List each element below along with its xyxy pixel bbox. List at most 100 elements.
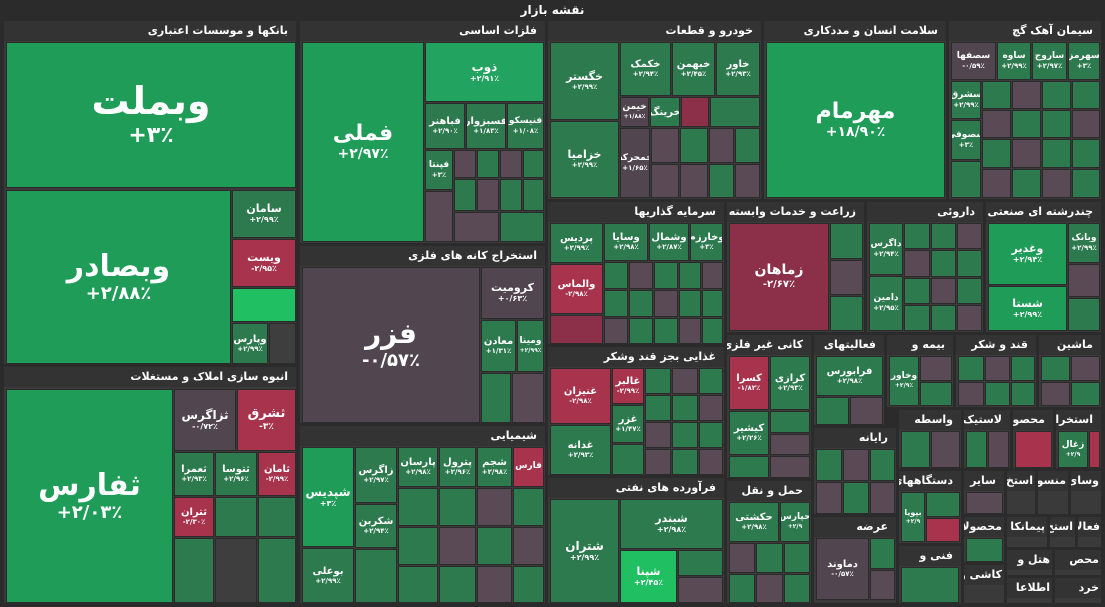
tile-filler[interactable] xyxy=(679,290,701,317)
tile-kishir[interactable]: کیشیر +۲/۲۶٪ xyxy=(729,411,769,455)
tile-filler[interactable] xyxy=(699,422,723,448)
tile-filler[interactable] xyxy=(481,373,511,423)
tile-filler[interactable] xyxy=(645,395,671,421)
tile-ssafha[interactable]: سصفها -۰/۵۹٪ xyxy=(951,42,996,80)
tile-filler[interactable] xyxy=(1015,431,1052,468)
tile-filler[interactable] xyxy=(680,128,708,163)
tile-buali[interactable]: بوعلی +۲/۹۹٪ xyxy=(302,548,354,603)
tile-filler[interactable] xyxy=(816,449,842,481)
tile-filler[interactable] xyxy=(215,497,257,537)
tile-vghadir[interactable]: وغدیر +۲/۹۴٪ xyxy=(988,223,1067,285)
tile-fbahonar[interactable]: فباهنر +۲/۹۰٪ xyxy=(425,103,465,149)
tile-filler[interactable] xyxy=(830,296,863,331)
tile-filler[interactable] xyxy=(645,449,671,475)
tile-filler[interactable] xyxy=(513,488,544,526)
tile-filler[interactable] xyxy=(604,290,628,317)
tile-filler[interactable] xyxy=(477,179,499,211)
tile-filler[interactable] xyxy=(702,318,723,344)
tile-vkharazm[interactable]: وخارزم +۳٪ xyxy=(690,223,723,261)
tile-filler[interactable] xyxy=(904,223,930,249)
tile-filler[interactable] xyxy=(651,164,679,198)
tile-fazar[interactable]: فزر -۰/۵۷٪ xyxy=(302,267,480,423)
tile-filler[interactable] xyxy=(966,538,1003,562)
tile-filler[interactable] xyxy=(770,411,810,433)
tile-shtehran[interactable]: شتران +۲/۹۹٪ xyxy=(550,499,619,603)
tile-filler[interactable] xyxy=(699,449,723,475)
tile-filler[interactable] xyxy=(901,567,959,603)
tile-filler[interactable] xyxy=(1072,110,1100,138)
tile-filler[interactable] xyxy=(1012,81,1041,109)
tile-filler[interactable] xyxy=(1042,110,1071,138)
tile-filler[interactable] xyxy=(680,164,708,198)
tile-khmehvarkeh[interactable]: خمحرکه +۱/۶۵٪ xyxy=(620,128,650,198)
tile-filler[interactable] xyxy=(784,543,810,573)
tile-filler[interactable] xyxy=(439,527,476,565)
tile-saman[interactable]: سامان +۲/۹۹٪ xyxy=(232,190,296,238)
tile-filler[interactable] xyxy=(645,422,671,448)
tile-filler[interactable] xyxy=(215,538,257,603)
tile-filler[interactable] xyxy=(612,444,644,475)
tile-filler[interactable] xyxy=(500,179,522,211)
tile-filler[interactable] xyxy=(1042,139,1071,168)
tile-filler[interactable] xyxy=(957,305,982,331)
tile-filler[interactable] xyxy=(958,382,984,406)
tile-parsan[interactable]: پارسان +۲/۹۸٪ xyxy=(398,447,438,487)
tile-filler[interactable] xyxy=(966,431,987,468)
tile-filler[interactable] xyxy=(1042,169,1071,198)
tile-filler[interactable] xyxy=(1012,110,1041,138)
tile-saveh[interactable]: ساوه +۲/۹۹٪ xyxy=(997,42,1031,80)
tile-filler[interactable] xyxy=(258,497,296,537)
tile-filler[interactable] xyxy=(843,482,869,514)
tile-filler[interactable] xyxy=(870,449,895,481)
tile-ssharq[interactable]: ثشرق -۳٪ xyxy=(237,389,296,451)
tile-khring[interactable]: خرینگ xyxy=(650,97,680,127)
tile-filler[interactable] xyxy=(699,368,723,394)
tile-sarooj[interactable]: ساروج +۲/۹۷٪ xyxy=(1032,42,1067,80)
tile-filler[interactable] xyxy=(1071,382,1100,406)
tile-filler[interactable] xyxy=(500,150,522,178)
tile-filler[interactable] xyxy=(850,397,883,425)
tile-filler[interactable] xyxy=(629,262,653,289)
tile-fnisko[interactable]: فنیسکو +۱/۰۸٪ xyxy=(507,103,544,149)
tile-damin[interactable]: دامین +۲/۹۵٪ xyxy=(869,276,903,331)
tile-shajam[interactable]: شجم +۲/۹۸٪ xyxy=(477,447,512,487)
tile-filler[interactable] xyxy=(477,488,512,526)
tile-mehramam[interactable]: مهرمام +۱۸/۹۰٪ xyxy=(766,42,945,198)
tile-filler[interactable] xyxy=(926,518,960,542)
tile-vist[interactable]: ویست -۲/۹۵٪ xyxy=(232,239,296,287)
tile-filler[interactable] xyxy=(702,290,723,317)
tile-filler[interactable] xyxy=(870,482,895,514)
tile-filler[interactable] xyxy=(1012,169,1041,198)
tile-filler[interactable] xyxy=(904,250,930,277)
tile-filler[interactable] xyxy=(931,250,956,277)
tile-filler[interactable] xyxy=(735,128,760,163)
tile-filler[interactable] xyxy=(958,356,984,381)
tile-bpooya[interactable]: بپویا +۲/۹ xyxy=(901,492,925,542)
tile-filler[interactable] xyxy=(1011,356,1035,381)
tile-filler[interactable] xyxy=(931,431,960,468)
tile-filler[interactable] xyxy=(269,323,296,364)
tile-filler[interactable] xyxy=(830,260,863,295)
tile-fars[interactable]: فارس xyxy=(513,447,544,487)
tile-khkomak[interactable]: خکمک +۲/۹۴٪ xyxy=(620,42,671,96)
tile-filler[interactable] xyxy=(735,164,760,198)
tile-filler[interactable] xyxy=(931,305,956,331)
tile-kromit[interactable]: کرومیت +۰/۶۳٪ xyxy=(481,267,544,319)
tile-filler[interactable] xyxy=(710,97,760,127)
tile-filler[interactable] xyxy=(904,305,930,331)
tile-filler[interactable] xyxy=(816,397,849,425)
tile-filler[interactable] xyxy=(679,318,701,344)
tile-filler[interactable] xyxy=(816,482,842,514)
tile-vbmellat[interactable]: وبملت +۳٪ xyxy=(6,42,296,188)
tile-filler[interactable] xyxy=(604,318,628,344)
tile-filler[interactable] xyxy=(629,318,653,344)
tile-filler[interactable] xyxy=(604,262,628,289)
tile-filler[interactable] xyxy=(770,434,810,455)
tile-filler[interactable] xyxy=(920,356,952,381)
tile-pardis[interactable]: پردیس +۲/۹۹٪ xyxy=(550,223,603,263)
tile-filler[interactable] xyxy=(439,566,476,603)
tile-ssharq2[interactable]: سشرق +۲/۹۹٪ xyxy=(951,81,981,119)
tile-filler[interactable] xyxy=(672,395,698,421)
tile-filler[interactable] xyxy=(672,368,698,394)
tile-filler[interactable] xyxy=(678,550,723,576)
